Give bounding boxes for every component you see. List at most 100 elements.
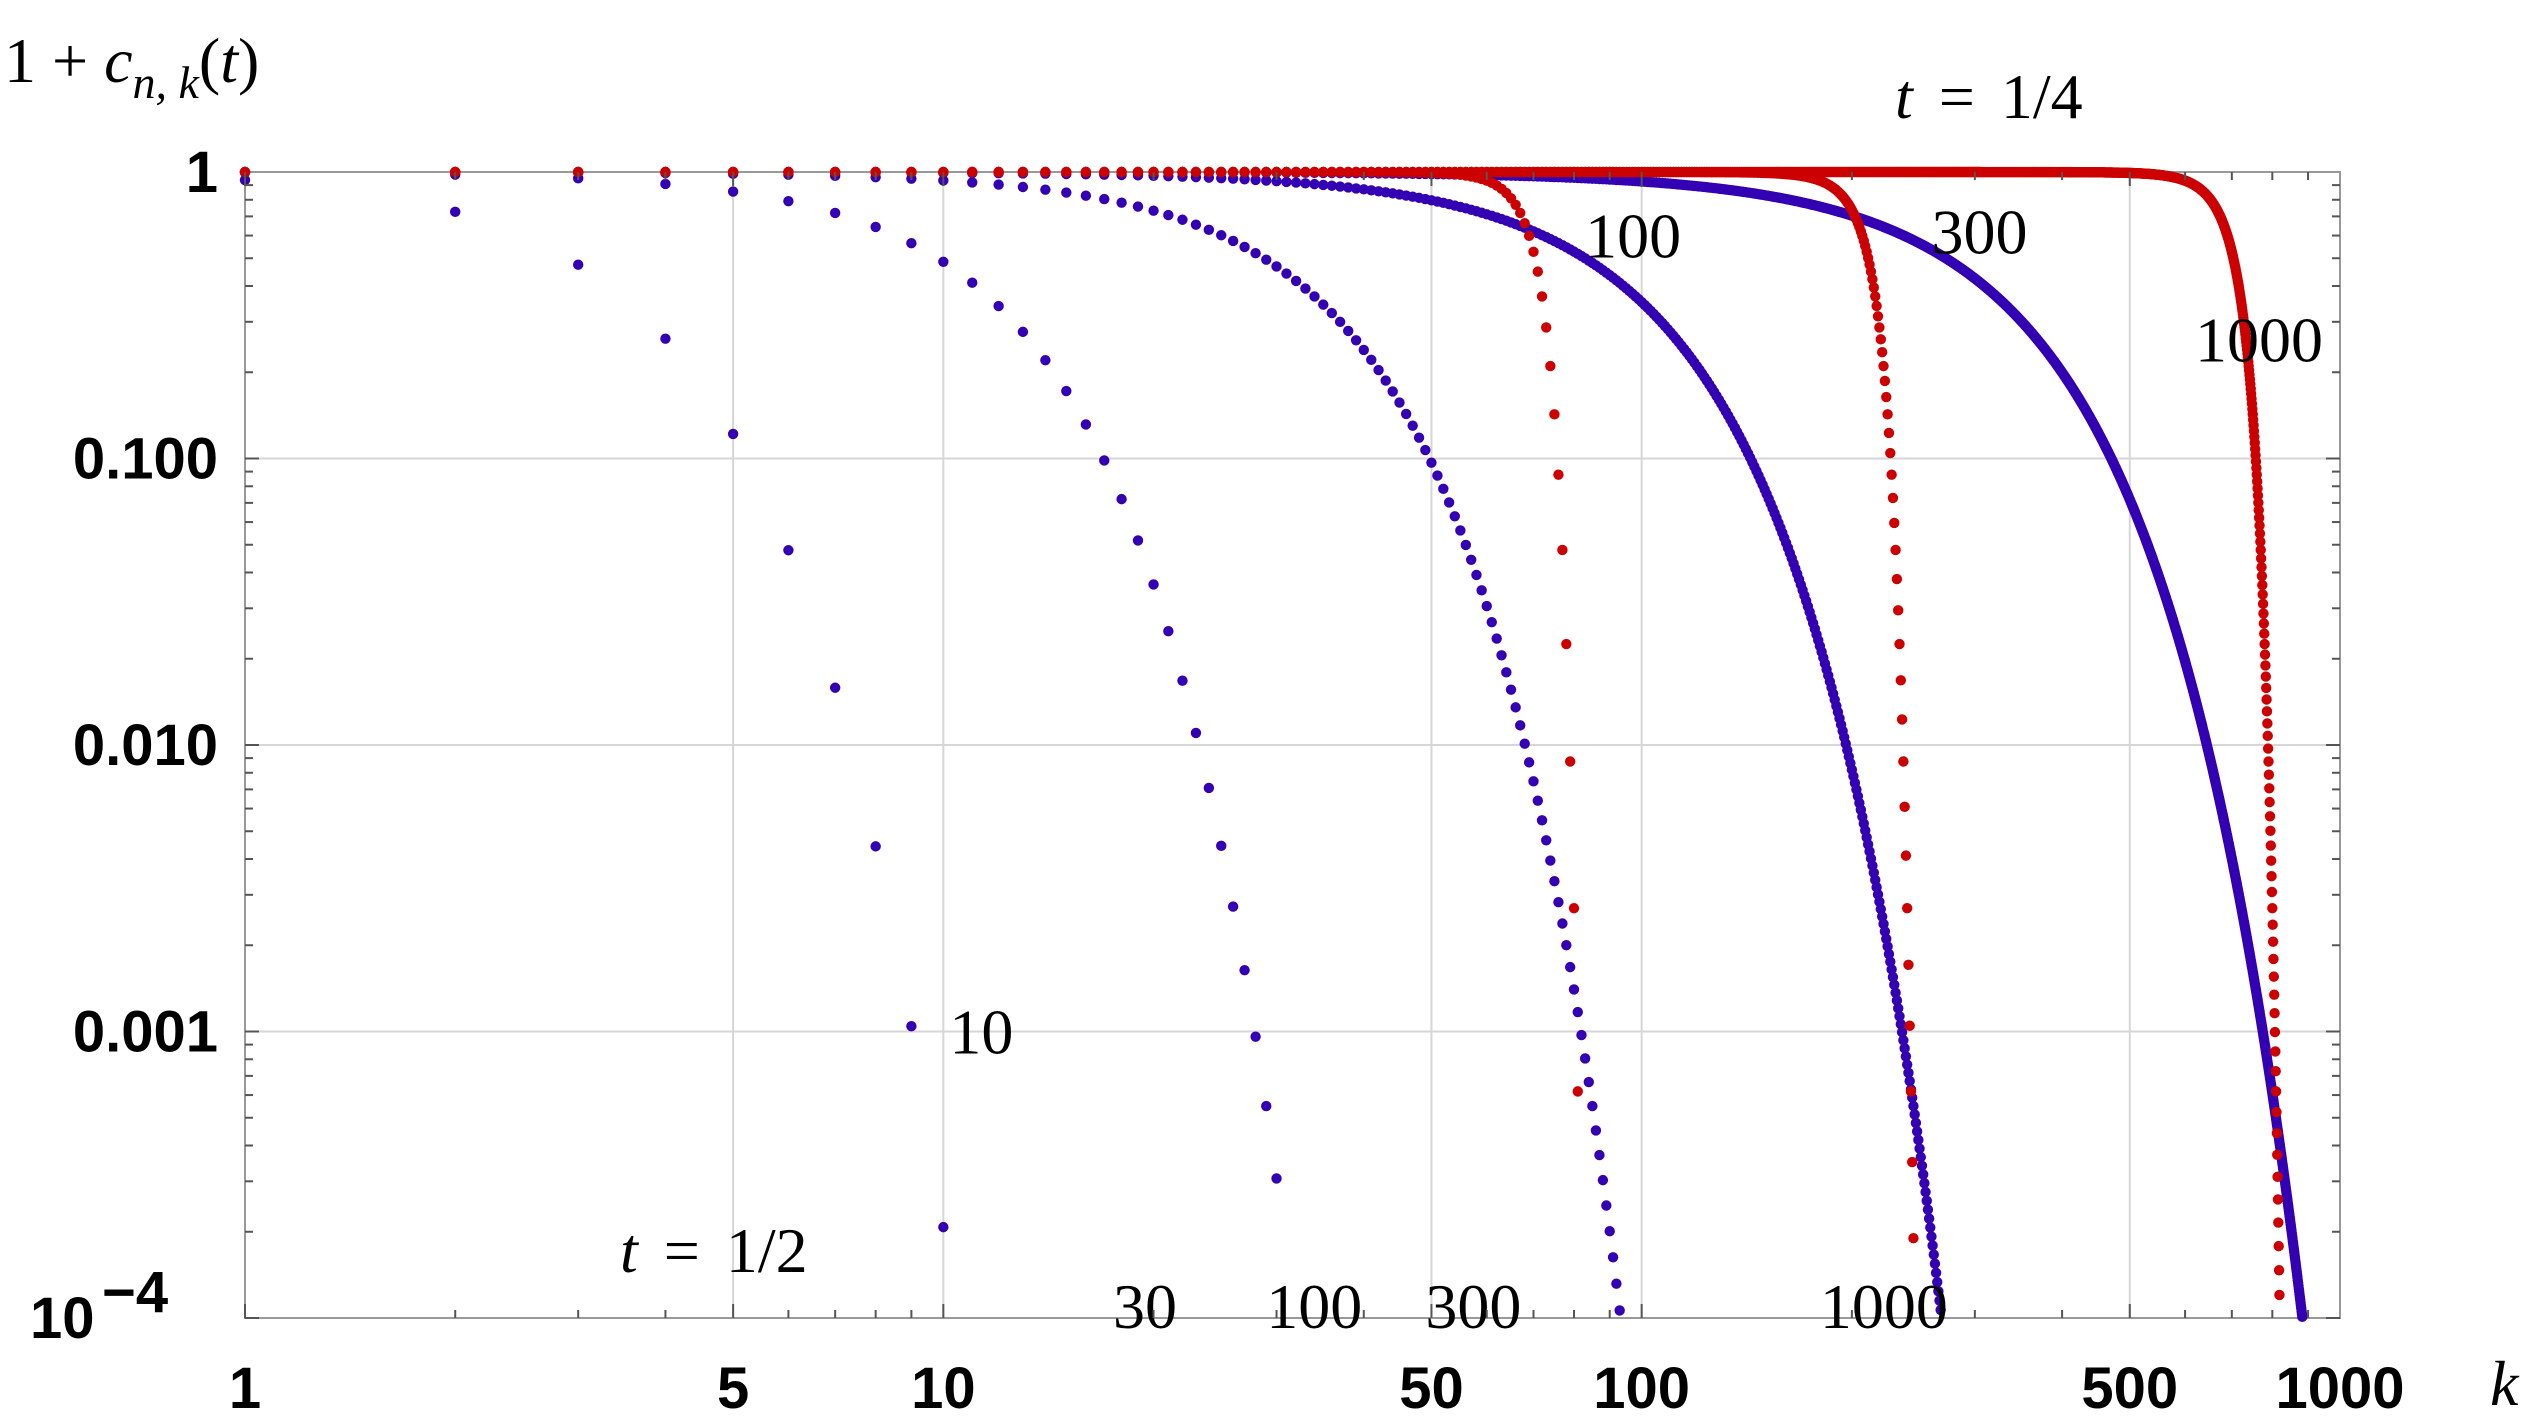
data-point [1432, 470, 1443, 481]
data-point [1549, 409, 1560, 420]
data-point [1515, 207, 1526, 219]
data-point [1893, 605, 1904, 616]
x-tick-label: 100 [1593, 1356, 1690, 1421]
data-point [1898, 1035, 1909, 1046]
data-point [2270, 1046, 2281, 1057]
data-point [1883, 427, 1895, 439]
x-tick-label: 50 [1399, 1356, 1464, 1421]
data-point [1239, 964, 1250, 976]
data-point [1203, 224, 1215, 236]
data-point [1116, 197, 1127, 208]
data-point [1607, 1252, 1619, 1263]
data-point [1867, 274, 1878, 285]
data-point [572, 259, 584, 270]
data-point [1309, 291, 1320, 302]
data-point [1921, 1195, 1932, 1207]
data-point [870, 841, 881, 852]
data-point [1545, 855, 1556, 866]
data-point [1455, 525, 1466, 536]
y-tick-label: 0.100 [73, 427, 218, 492]
data-point [1420, 444, 1431, 456]
data-point [1300, 178, 1311, 189]
data-point [1380, 375, 1391, 386]
data-point [1491, 633, 1502, 644]
data-point [1579, 1053, 1591, 1064]
data-point [2269, 1026, 2281, 1038]
data-point [1505, 684, 1517, 695]
data-point [1895, 1019, 1906, 1030]
data-point [1587, 1100, 1598, 1112]
data-point [1443, 497, 1455, 508]
data-point [2261, 694, 2272, 705]
data-point [1300, 166, 1311, 178]
data-point [1868, 282, 1880, 293]
data-point [1906, 1156, 1918, 1168]
series-label: 300 [1425, 1271, 1521, 1342]
data-point [2257, 579, 2268, 591]
data-point [660, 333, 671, 344]
data-point [1878, 360, 1889, 372]
data-point [1919, 1178, 1930, 1189]
data-point [1290, 177, 1302, 188]
data-point [2264, 811, 2276, 822]
data-point [1239, 166, 1250, 178]
data-point [2264, 796, 2275, 808]
data-point [1326, 180, 1338, 191]
data-point [1350, 166, 1362, 178]
data-point [1271, 176, 1282, 187]
data-point [1896, 714, 1908, 725]
y-tick-label-exponent: −4 [102, 1260, 168, 1325]
data-point [1572, 1086, 1583, 1097]
x-tick-label: 500 [2081, 1356, 2178, 1421]
data-point [1343, 325, 1354, 337]
data-point [1900, 1051, 1912, 1062]
data-point [1326, 166, 1338, 178]
data-point [1887, 492, 1899, 504]
data-point [1281, 176, 1292, 188]
data-point [1876, 347, 1888, 358]
data-point [1915, 1151, 1926, 1163]
data-point [1239, 241, 1250, 253]
series-label: 30 [1113, 1271, 1177, 1342]
data-point [783, 195, 794, 207]
data-point [1203, 782, 1215, 794]
data-point [1914, 1143, 1925, 1154]
data-point [1875, 334, 1886, 345]
data-point [1061, 187, 1072, 198]
data-point [1227, 166, 1239, 178]
data-point [2273, 1240, 2284, 1252]
data-point [1885, 956, 1896, 967]
data-point [1901, 1059, 1913, 1070]
data-point [1343, 182, 1354, 193]
data-point [1881, 391, 1892, 403]
data-point [2253, 505, 2264, 516]
data-point [1366, 354, 1377, 366]
data-point [1913, 1134, 1924, 1146]
data-point [2267, 919, 2278, 930]
data-point [1358, 344, 1369, 356]
data-point [1532, 266, 1543, 277]
data-point [829, 207, 841, 219]
data-point [2255, 553, 2267, 564]
data-point [2266, 870, 2277, 882]
data-point [1486, 616, 1497, 628]
data-point [2256, 561, 2267, 573]
data-point [1177, 675, 1188, 686]
data-point [1300, 283, 1311, 294]
data-point [1309, 178, 1320, 190]
data-point [2266, 886, 2278, 898]
data-point [938, 1221, 949, 1233]
data-point [1890, 544, 1901, 556]
data-point [1250, 1031, 1261, 1042]
data-point [1536, 291, 1548, 302]
data-point [1190, 219, 1202, 230]
x-tick-label: 1 [229, 1356, 261, 1421]
data-point [1373, 166, 1384, 178]
data-point [1898, 756, 1909, 767]
data-point [1536, 815, 1548, 826]
data-point [2261, 706, 2273, 717]
data-point [2259, 638, 2270, 650]
series-label: 100 [1585, 201, 1681, 272]
data-point [1932, 1276, 1943, 1288]
